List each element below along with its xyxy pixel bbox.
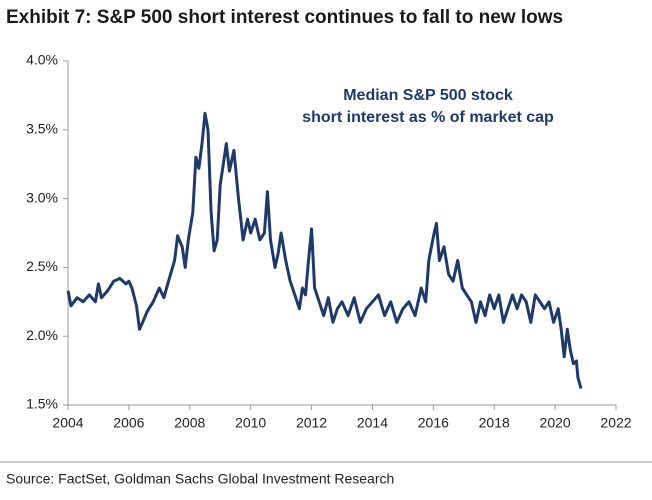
annotation: Median S&P 500 stock: [343, 87, 513, 104]
y-tick-label: 3.5%: [26, 121, 58, 137]
y-tick-label: 4.0%: [26, 52, 58, 68]
y-tick-label: 3.0%: [26, 189, 58, 205]
x-tick-label: 2006: [113, 415, 144, 431]
x-tick-label: 2008: [174, 415, 205, 431]
x-tick-label: 2016: [418, 415, 449, 431]
chart-title: Exhibit 7: S&P 500 short interest contin…: [6, 7, 563, 28]
y-tick-label: 2.0%: [26, 327, 58, 343]
x-tick-label: 2004: [52, 415, 83, 431]
source-note: Source: FactSet, Goldman Sachs Global In…: [6, 471, 394, 487]
y-tick-label: 1.5%: [26, 396, 58, 412]
y-tick-label: 2.5%: [26, 258, 58, 274]
x-tick-label: 2010: [235, 415, 266, 431]
annotation: short interest as % of market cap: [302, 109, 554, 126]
x-tick-label: 2014: [357, 415, 388, 431]
x-tick-label: 2020: [540, 415, 571, 431]
data-line: [66, 111, 583, 389]
x-tick-label: 2012: [296, 415, 327, 431]
x-tick-label: 2018: [479, 415, 510, 431]
x-tick-label: 2022: [600, 415, 631, 431]
